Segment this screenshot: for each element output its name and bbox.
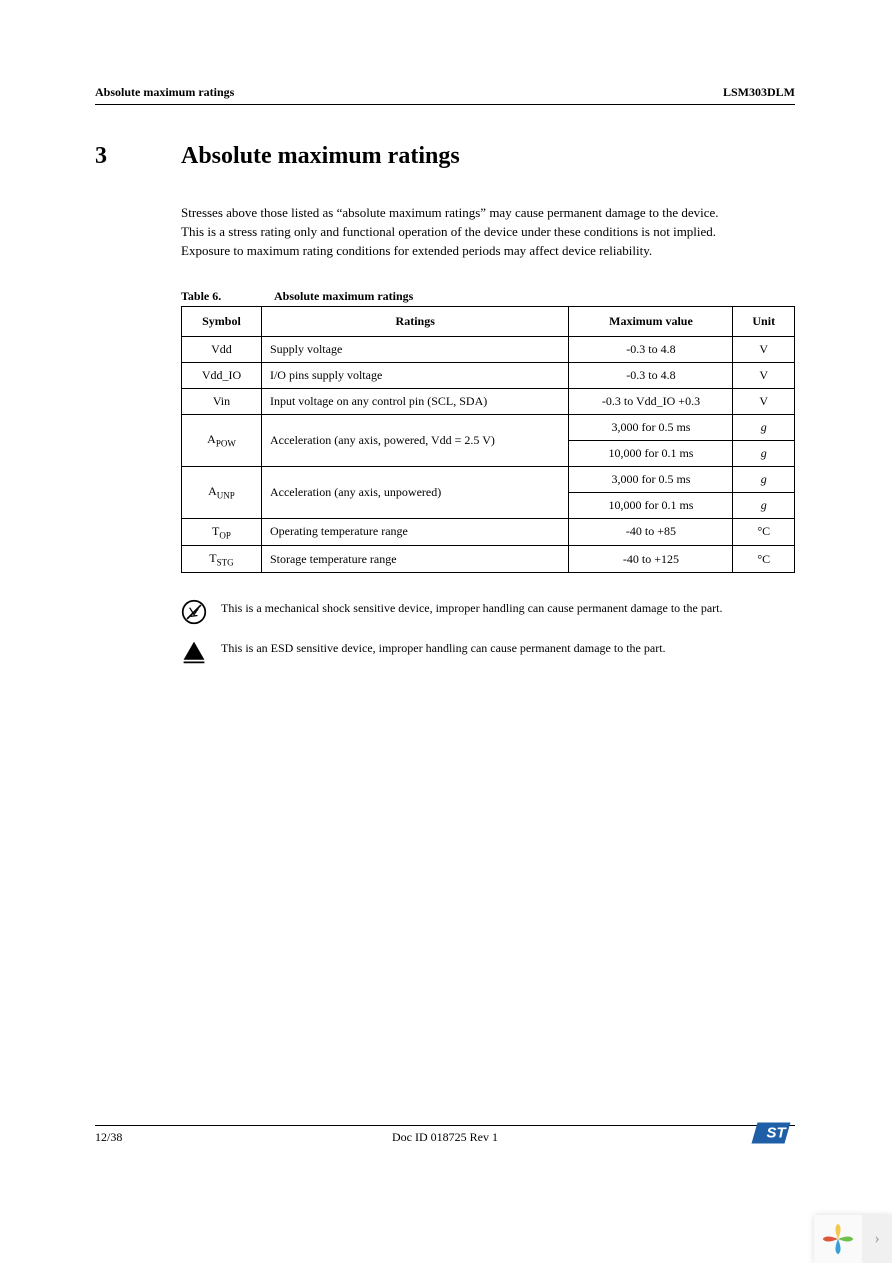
table-row: AUNPAcceleration (any axis, unpowered)3,… (182, 466, 795, 492)
svg-text:ST: ST (767, 1125, 788, 1142)
flower-icon (814, 1215, 862, 1263)
cell-max: 3,000 for 0.5 ms (569, 414, 733, 440)
cell-unit: g (733, 492, 795, 518)
cell-rating: Storage temperature range (261, 545, 569, 572)
section-title: Absolute maximum ratings (181, 143, 460, 170)
cell-unit: V (733, 388, 795, 414)
esd-icon (181, 639, 207, 665)
cell-rating: I/O pins supply voltage (261, 362, 569, 388)
table-header-row: Symbol Ratings Maximum value Unit (182, 306, 795, 336)
cell-unit: g (733, 440, 795, 466)
cell-rating: Acceleration (any axis, unpowered) (261, 466, 569, 518)
footer-page: 12/38 (95, 1130, 122, 1145)
cell-unit: V (733, 336, 795, 362)
header-right: LSM303DLM (723, 85, 795, 100)
cell-rating: Supply voltage (261, 336, 569, 362)
cell-symbol: Vin (182, 388, 262, 414)
corner-widget[interactable]: › (814, 1215, 892, 1263)
ratings-table: Symbol Ratings Maximum value Unit VddSup… (181, 306, 795, 574)
col-rating: Ratings (261, 306, 569, 336)
table-title: Absolute maximum ratings (274, 289, 413, 303)
cell-unit: °C (733, 545, 795, 572)
page-footer: 12/38 Doc ID 018725 Rev 1 (95, 1125, 795, 1145)
note-text: This is a mechanical shock sensitive dev… (221, 599, 723, 617)
table-row: TOPOperating temperature range-40 to +85… (182, 518, 795, 545)
table-caption: Table 6. Absolute maximum ratings (181, 289, 795, 304)
cell-max: -0.3 to 4.8 (569, 336, 733, 362)
cell-unit: V (733, 362, 795, 388)
cell-rating: Operating temperature range (261, 518, 569, 545)
footer-docid: Doc ID 018725 Rev 1 (95, 1130, 795, 1145)
col-unit: Unit (733, 306, 795, 336)
cell-symbol: APOW (182, 414, 262, 466)
section-number: 3 (95, 143, 181, 170)
table-row: VddSupply voltage-0.3 to 4.8V (182, 336, 795, 362)
running-header: Absolute maximum ratings LSM303DLM (95, 85, 795, 105)
col-max: Maximum value (569, 306, 733, 336)
cell-symbol: TOP (182, 518, 262, 545)
cell-rating: Input voltage on any control pin (SCL, S… (261, 388, 569, 414)
note-text: This is an ESD sensitive device, imprope… (221, 639, 666, 657)
cell-unit: g (733, 466, 795, 492)
chevron-right-icon[interactable]: › (862, 1215, 892, 1263)
note-row: This is an ESD sensitive device, imprope… (181, 639, 741, 665)
cell-max: -40 to +125 (569, 545, 733, 572)
intro-paragraph: Stresses above those listed as “absolute… (181, 204, 741, 261)
table-row: VinInput voltage on any control pin (SCL… (182, 388, 795, 414)
section-heading: 3 Absolute maximum ratings (95, 143, 795, 170)
cell-max: -0.3 to 4.8 (569, 362, 733, 388)
cell-max: -0.3 to Vdd_IO +0.3 (569, 388, 733, 414)
table-row: TSTGStorage temperature range-40 to +125… (182, 545, 795, 572)
table-row: Vdd_IOI/O pins supply voltage-0.3 to 4.8… (182, 362, 795, 388)
header-left: Absolute maximum ratings (95, 85, 234, 100)
cell-symbol: Vdd_IO (182, 362, 262, 388)
cell-symbol: AUNP (182, 466, 262, 518)
cell-symbol: Vdd (182, 336, 262, 362)
cell-max: -40 to +85 (569, 518, 733, 545)
cell-unit: °C (733, 518, 795, 545)
st-logo-icon: ST (751, 1118, 797, 1148)
cell-max: 10,000 for 0.1 ms (569, 440, 733, 466)
shock-icon (181, 599, 207, 625)
cell-max: 10,000 for 0.1 ms (569, 492, 733, 518)
note-row: This is a mechanical shock sensitive dev… (181, 599, 741, 625)
cell-symbol: TSTG (182, 545, 262, 572)
table-label: Table 6. (181, 289, 271, 304)
table-row: APOWAcceleration (any axis, powered, Vdd… (182, 414, 795, 440)
cell-rating: Acceleration (any axis, powered, Vdd = 2… (261, 414, 569, 466)
notes-block: This is a mechanical shock sensitive dev… (181, 599, 741, 665)
cell-unit: g (733, 414, 795, 440)
col-symbol: Symbol (182, 306, 262, 336)
cell-max: 3,000 for 0.5 ms (569, 466, 733, 492)
